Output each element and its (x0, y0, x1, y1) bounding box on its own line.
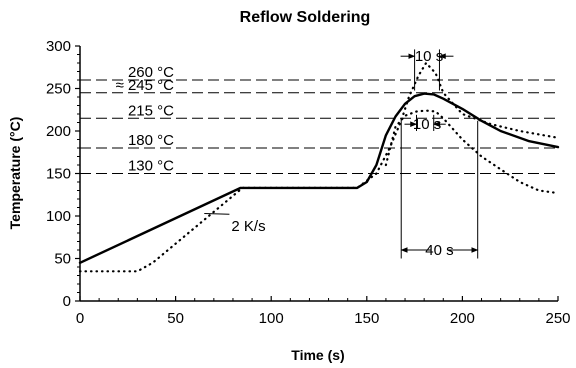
reference-line-label: 130 °C (128, 158, 174, 175)
chart-title: Reflow Soldering (240, 9, 371, 26)
x-tick-label: 150 (354, 310, 379, 327)
duration-label-10s-mid: 10 s (413, 116, 441, 133)
x-tick-label: 50 (167, 310, 184, 327)
plot-area: 0 50 100 150 200 250 0 50 100 150 200 250 300 260 °C≈… (46, 38, 571, 327)
y-tick-label: 300 (46, 38, 71, 55)
series-line-3 (384, 109, 560, 195)
reference-line-label: 180 °C (128, 132, 174, 149)
reference-line-label: 260 °C (128, 64, 174, 81)
reference-line-label: ≈ 245 °C (116, 77, 175, 94)
y-axis-label: Temperature (°C) (7, 117, 23, 230)
x-tick-label: 200 (450, 310, 475, 327)
duration-label-10s-top: 10 s (415, 48, 443, 65)
series-line-2 (78, 61, 560, 273)
x-tick-label: 0 (76, 310, 84, 327)
y-tick-label: 100 (46, 208, 71, 225)
y-tick-label: 250 (46, 81, 71, 98)
x-axis-label: Time (s) (291, 347, 344, 363)
y-tick-label: 0 (63, 293, 71, 310)
x-tick-label: 100 (259, 310, 284, 327)
reference-line-label: 215 °C (128, 102, 174, 119)
y-tick-label: 200 (46, 123, 71, 140)
y-tick-label: 50 (54, 251, 71, 268)
x-tick-label: 250 (545, 310, 570, 327)
y-tick-label: 150 (46, 166, 71, 183)
duration-label-40s: 40 s (425, 242, 453, 259)
slope-label: 2 K/s (231, 218, 265, 235)
slope-leader-line (204, 212, 230, 215)
